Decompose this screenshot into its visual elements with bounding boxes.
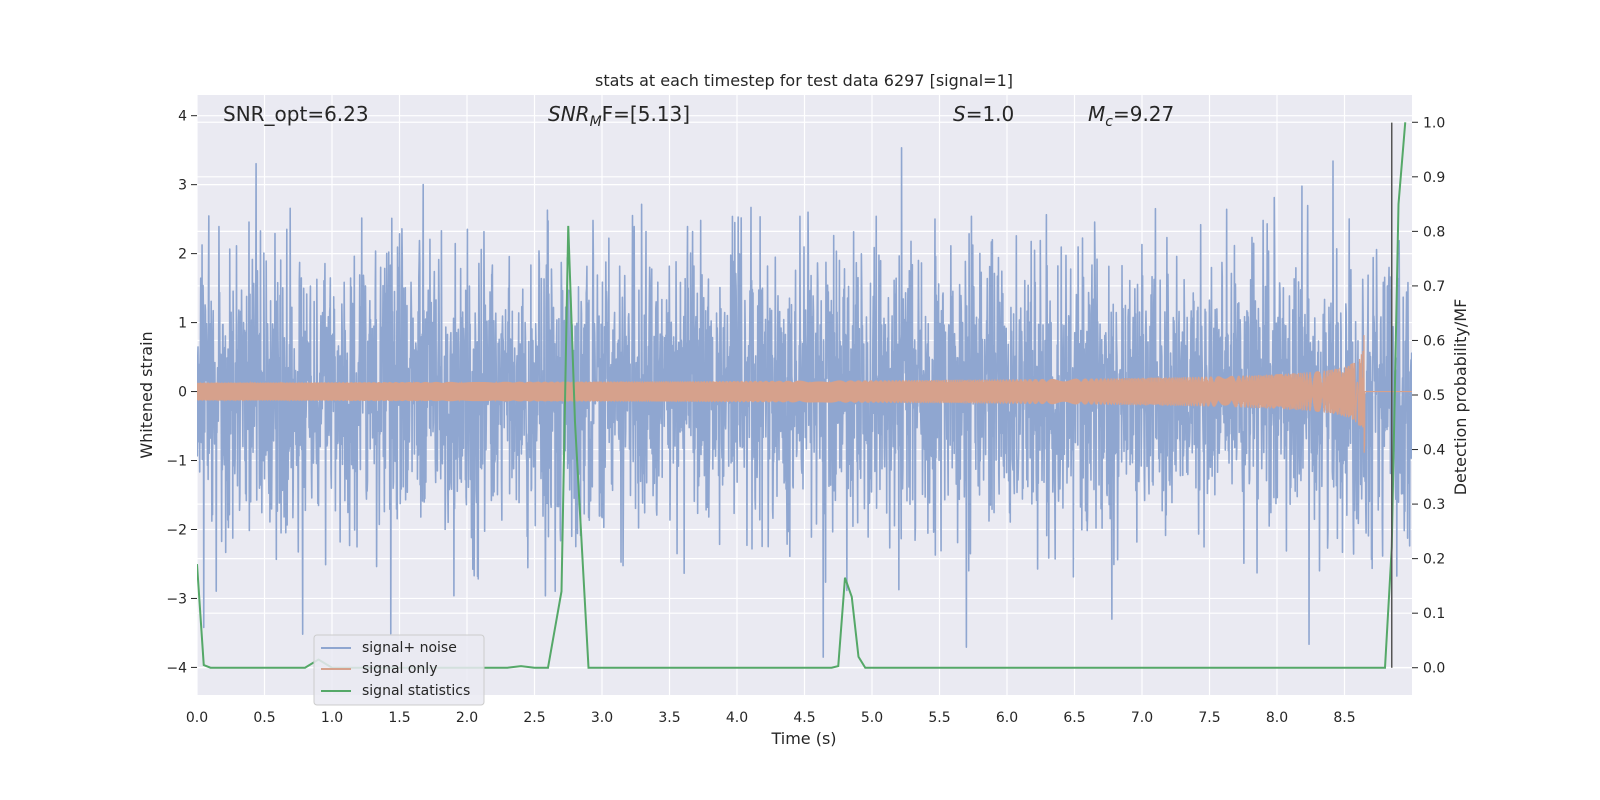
- y-tick-label: 1: [178, 316, 187, 332]
- annotation-s: S=1.0: [953, 102, 1014, 126]
- x-tick-label: 7.0: [1131, 710, 1153, 726]
- annotation-snr-mf-main: SNR: [548, 102, 590, 126]
- x-tick-label: 5.0: [861, 710, 883, 726]
- x-tick-label: 4.0: [726, 710, 748, 726]
- y-tick-label: 0: [178, 385, 187, 401]
- y2-ticks: 0.0 0.1 0.2 0.3 0.4 0.5 0.6 0.7 0.8 0.9 1.0: [1412, 115, 1445, 677]
- legend-label-signal-only: signal only: [362, 661, 437, 677]
- x-tick-label: 2.0: [456, 710, 478, 726]
- x-tick-label: 6.5: [1063, 710, 1085, 726]
- y2-tick-label: 1.0: [1423, 115, 1445, 131]
- y-ticks: −4 −3 −2 −1 0 1 2 3 4: [166, 109, 197, 676]
- legend-label-signal-statistics: signal statistics: [362, 683, 470, 699]
- x-tick-label: 0.0: [186, 710, 208, 726]
- annotation-mc-main: M: [1088, 102, 1105, 126]
- x-tick-label: 6.0: [996, 710, 1018, 726]
- y-tick-label: −1: [166, 454, 187, 470]
- annotation-s-rest: =1.0: [966, 102, 1015, 126]
- annotation-mc: Mc=9.27: [1088, 102, 1174, 130]
- y-tick-label: 2: [178, 247, 187, 263]
- annotation-snr-mf: SNRMF=[5.13]: [548, 102, 690, 130]
- x-tick-label: 5.5: [928, 710, 950, 726]
- y2-tick-label: 0.9: [1423, 170, 1445, 186]
- signal-only-series: [197, 335, 1412, 453]
- y2-tick-label: 0.5: [1423, 388, 1445, 404]
- x-tick-label: 1.5: [388, 710, 410, 726]
- y2-tick-label: 0.3: [1423, 497, 1445, 513]
- y2-tick-label: 0.2: [1423, 552, 1445, 568]
- y2-tick-label: 0.0: [1423, 661, 1445, 677]
- legend: signal+ noise signal only signal statist…: [313, 634, 485, 706]
- y-axis-label: Whitened strain: [137, 331, 156, 458]
- x-tick-label: 4.5: [793, 710, 815, 726]
- x-tick-label: 7.5: [1198, 710, 1220, 726]
- y-tick-label: −2: [166, 522, 187, 538]
- x-tick-label: 8.0: [1266, 710, 1288, 726]
- annotation-mc-sub: c: [1105, 114, 1113, 130]
- x-tick-label: 8.5: [1333, 710, 1355, 726]
- y-tick-label: −4: [166, 660, 187, 676]
- y2-tick-label: 0.1: [1423, 606, 1445, 622]
- annotation-s-main: S: [953, 102, 966, 126]
- x-tick-label: 2.5: [523, 710, 545, 726]
- chart-title: stats at each timestep for test data 629…: [595, 71, 1013, 90]
- annotation-snr-mf-rest: F=[5.13]: [602, 102, 690, 126]
- x-tick-label: 0.5: [253, 710, 275, 726]
- annotation-mc-rest: =9.27: [1113, 102, 1174, 126]
- x-ticks: 0.0 0.5 1.0 1.5 2.0 2.5 3.0 3.5 4.0 4.5 5.0 5.5 6.0 6…: [186, 710, 1356, 726]
- y-tick-label: 4: [178, 109, 187, 125]
- y2-tick-label: 0.6: [1423, 333, 1445, 349]
- x-tick-label: 3.0: [591, 710, 613, 726]
- y-tick-label: 3: [178, 178, 187, 194]
- y-tick-label: −3: [166, 591, 187, 607]
- annotation-snr-opt: SNR_opt=6.23: [223, 102, 369, 126]
- annotation-snr-mf-sub: M: [590, 114, 602, 130]
- y2-tick-label: 0.8: [1423, 224, 1445, 240]
- y2-tick-label: 0.7: [1423, 279, 1445, 295]
- x-axis-label: Time (s): [770, 729, 836, 748]
- y2-axis-label: Detection probability/MF: [1451, 299, 1470, 496]
- legend-box: [313, 634, 485, 706]
- x-tick-label: 3.5: [658, 710, 680, 726]
- legend-label-signal-noise: signal+ noise: [362, 640, 457, 656]
- x-tick-label: 1.0: [321, 710, 343, 726]
- y2-tick-label: 0.4: [1423, 443, 1445, 459]
